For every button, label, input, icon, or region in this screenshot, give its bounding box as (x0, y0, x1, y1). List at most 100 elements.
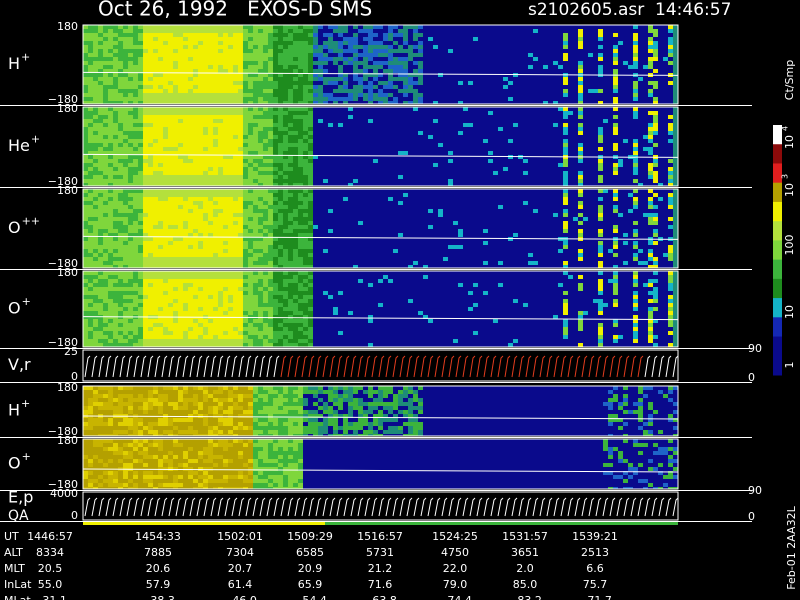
spectrogram-cell (88, 265, 93, 268)
spectrogram-cell (668, 77, 673, 81)
spectrogram-cell (143, 119, 148, 123)
spectrogram-cell (388, 155, 393, 159)
spectrogram-cell (398, 147, 403, 151)
spectrogram-cell (523, 37, 528, 41)
spectrogram-cell (463, 77, 468, 81)
spectrogram-cell (123, 81, 128, 85)
spectrogram-cell (363, 77, 368, 81)
spectrogram-cell (523, 45, 528, 49)
spectrogram-cell (388, 139, 393, 143)
spectrogram-cell (293, 45, 298, 49)
spectrogram-cell (328, 89, 333, 93)
spectrogram-cell (343, 37, 348, 41)
spectrogram-cell (103, 245, 108, 249)
spectrogram-cell (308, 155, 313, 159)
spectrogram-cell (333, 175, 338, 179)
spectrogram-cell (468, 183, 473, 186)
spectrogram-cell (353, 69, 358, 73)
spectrogram-cell (398, 171, 403, 175)
spectrogram-cell (463, 61, 468, 65)
spectrogram-cell (413, 167, 418, 171)
spectrogram-cell (388, 29, 393, 33)
spectrogram-cell (573, 53, 578, 57)
spectrogram-cell (368, 155, 373, 159)
spectrogram-cell (418, 53, 423, 57)
spectrogram-cell (628, 41, 633, 45)
spectrogram-cell (463, 159, 468, 163)
spectrogram-cell (163, 131, 168, 135)
spectrogram-cell (153, 115, 158, 119)
spectrogram-cell (233, 179, 238, 183)
spectrogram-cell (563, 29, 568, 33)
spectrogram-cell (528, 179, 533, 183)
spectrogram-cell (558, 127, 563, 131)
spectrogram-cell (213, 97, 218, 101)
spectrogram-cell (203, 171, 208, 175)
spectrogram-cell (258, 57, 263, 61)
spectrogram-cell (313, 139, 318, 143)
spectrogram-cell (113, 237, 118, 241)
spectrogram-cell (643, 57, 648, 61)
spectrogram-cell (548, 65, 553, 69)
spectrogram-cell (323, 49, 328, 53)
spectrogram-cell (183, 147, 188, 151)
spectrogram-cell (103, 159, 108, 163)
spectrogram-cell (483, 135, 488, 139)
spectrogram-cell (103, 217, 108, 221)
spectrogram-cell (553, 33, 558, 37)
spectrogram-cell (88, 139, 93, 143)
spectrogram-cell (613, 85, 618, 89)
spectrogram-cell (378, 159, 383, 163)
spectrogram-cell (323, 25, 328, 29)
spectrogram-cell (273, 167, 278, 171)
spectrogram-cell (443, 111, 448, 115)
spectrogram-cell (218, 49, 223, 53)
spectrogram-cell (393, 81, 398, 85)
spectrogram-cell (213, 171, 218, 175)
spectrogram-cell (168, 57, 173, 61)
spectrogram-cell (193, 93, 198, 97)
spectrogram-cell (243, 49, 248, 53)
spectrogram-cell (158, 65, 163, 69)
spectrogram-cell (113, 37, 118, 41)
spectrogram-cell (148, 159, 153, 163)
spectrogram-cell (383, 155, 388, 159)
spectrogram-cell (298, 163, 303, 167)
spectrogram-cell (458, 37, 463, 41)
spectrogram-cell (638, 167, 643, 171)
spectrogram-cell (653, 97, 658, 101)
spectrogram-cell (403, 25, 408, 29)
spectrogram-cell (113, 159, 118, 163)
spectrogram-cell (183, 33, 188, 37)
spectrogram-cell (263, 53, 268, 57)
spectrogram-cell (553, 115, 558, 119)
spectrogram-cell (513, 85, 518, 89)
spectrogram-cell (588, 93, 593, 97)
spectrogram-cell (663, 85, 668, 89)
spectrogram-cell (98, 245, 103, 249)
spectrogram-cell (388, 175, 393, 179)
spectrogram-cell (598, 25, 603, 29)
spectrogram-cell (553, 65, 558, 69)
spectrogram-cell (373, 97, 378, 101)
spectrogram-cell (128, 155, 133, 159)
spectrogram-cell (198, 147, 203, 151)
spectrogram-cell (628, 45, 633, 49)
spectrogram-cell (128, 167, 133, 171)
spectrogram-cell (248, 183, 253, 186)
spectrogram-cell (648, 151, 653, 155)
spectrogram-cell (383, 57, 388, 61)
spectrogram-cell (118, 221, 123, 225)
spectrogram-cell (113, 245, 118, 249)
spectrogram-cell (463, 25, 468, 29)
spectrogram-cell (468, 143, 473, 147)
spectrogram-cell (433, 33, 438, 37)
spectrogram-cell (653, 77, 658, 81)
spectrogram-cell (508, 93, 513, 97)
spectrogram-cell (658, 147, 663, 151)
spectrogram-cell (503, 33, 508, 37)
spectrogram-cell (588, 127, 593, 131)
spectrogram-cell (153, 81, 158, 85)
spectrogram-cell (423, 81, 428, 85)
